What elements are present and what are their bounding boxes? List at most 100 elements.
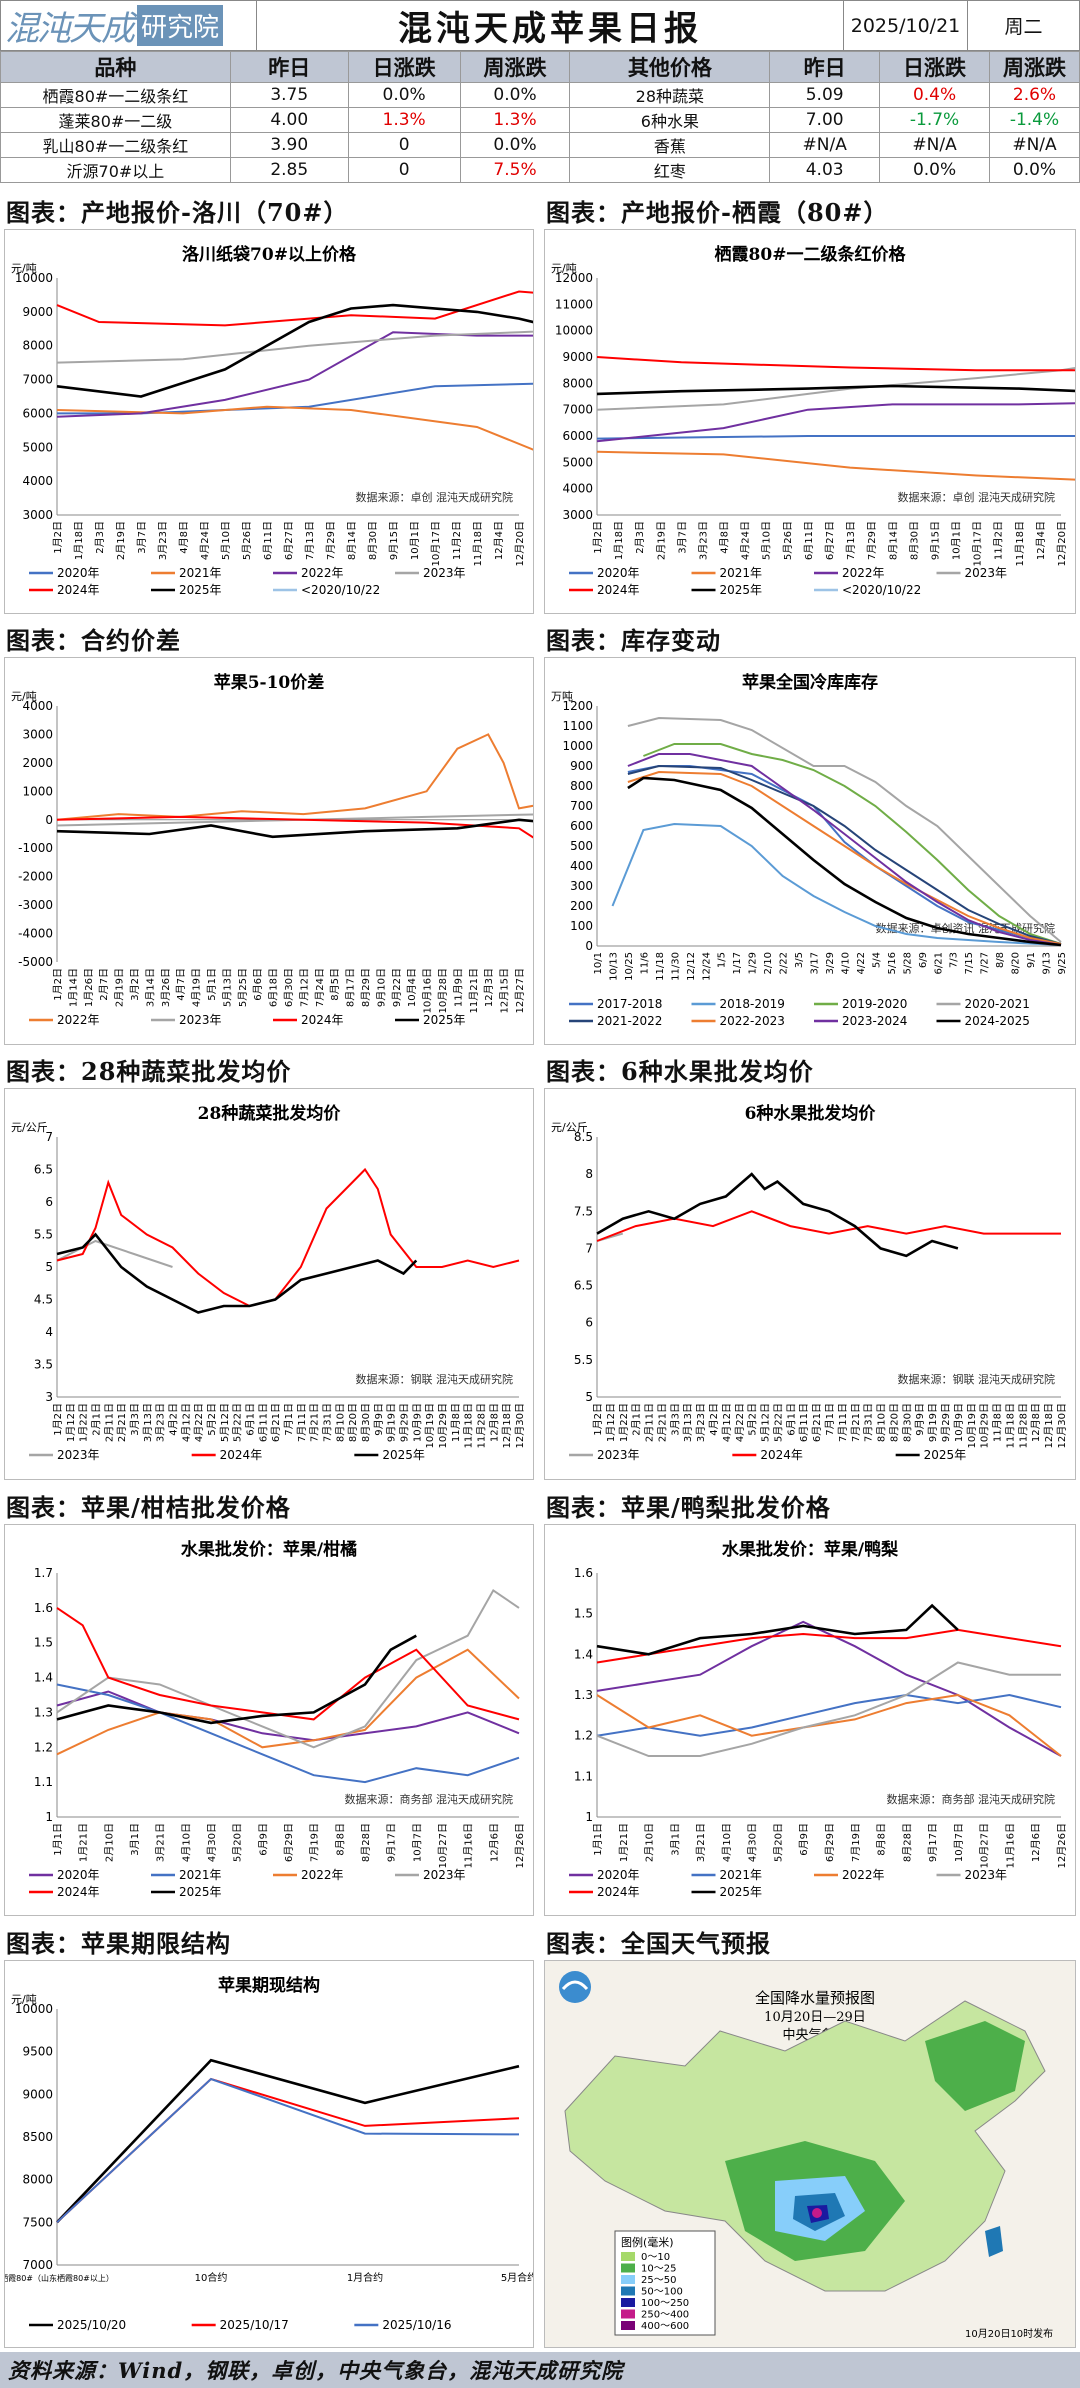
report-header: 混沌天成 研究院 混沌天成苹果日报 2025/10/21 周二 [0,0,1080,51]
x-tick-label: 12月4日 [493,521,505,560]
legend-label: 2024年 [760,1448,803,1462]
legend-label: 2022年 [301,1868,344,1882]
x-tick-label: 4月10日 [180,1823,192,1862]
y-tick-label: 1.7 [34,1566,53,1580]
section-title-spread: 图表：合约价差 [6,625,181,655]
chart-apple-pear-ratio: 水果批发价：苹果/鸭梨 1 1.1 1.2 1.3 1.4 1.5 1.6 1月1日 1月21日 2… [544,1524,1076,1916]
x-tick-label: 9/1 [1026,952,1037,968]
series-line-2024年 [56,1167,520,1308]
x-tick-label: 4月24日 [199,521,211,560]
x-tick-label: 6/21 [933,952,944,974]
y-tick-label: 8500 [22,2130,53,2144]
x-tick-label: 11月28日 [1017,1403,1029,1448]
x-tick-label: 7月31日 [322,1403,334,1442]
price-row: 乳山80#一二级条红 3.90 0 0.0% 香蕉 #N/A #N/A #N/A [0,132,1080,158]
price-table-header: 品种 昨日 日涨跌 周涨跌 其他价格 昨日 日涨跌 周涨跌 [0,51,1080,83]
y-tick-label: 3000 [562,508,593,522]
x-tick-label: 7/3 [949,952,960,968]
x-tick-label: 2月7日 [98,968,110,1001]
legend-label: 2025/10/17 [220,2318,289,2332]
legend-label: 2020年 [597,1868,640,1882]
price-cell: 0.4% [879,82,990,108]
x-tick-label: 10月19日 [424,1403,436,1448]
legend-label: 2023年 [179,1013,222,1027]
x-tick-label: 8月29日 [360,968,372,1007]
price-cell: 2.85 [229,157,349,183]
y-tick-label: 7.5 [574,1204,593,1218]
x-tick-label: 11月16日 [463,1823,475,1868]
x-tick-label: 4月12日 [721,1403,733,1442]
legend-label: 2025年 [179,1885,222,1899]
x-tick-label: 7/27 [980,952,991,974]
y-tick-label: 1 [45,1810,53,1824]
x-tick-label: 9月22日 [391,968,403,1007]
chart-source: 数据来源：商务部 混沌天成研究院 [887,1792,1056,1806]
chart-fruit-price: 6种水果批发均价 元/公斤 5 5.5 6 6.5 7 7.5 8 8.5 1月2日 1月12日 1月2… [544,1088,1076,1480]
chart-source: 数据来源：卓创 混沌天成研究院 [356,490,514,504]
x-tick-label: 3月1日 [669,1823,681,1856]
legend-label: 2022年 [301,566,344,580]
x-tick-label: 12月15日 [499,968,511,1013]
x-tick-label: 3/29 [825,952,836,974]
x-tick-label: 12月27日 [514,968,526,1013]
x-tick-label: 12月18日 [1043,1403,1055,1448]
y-tick-label: 5.5 [34,1228,53,1242]
series-line-2025年 [596,384,1075,396]
x-tick-label: 4月19日 [191,968,203,1007]
legend-label: <2020/10/22 [301,583,380,597]
x-tick-label: 6月18日 [268,968,280,1007]
x-tick-label: 6月1日 [245,1403,257,1436]
y-tick-label: 9500 [22,2045,53,2059]
x-tick-label: 2月10日 [103,1823,115,1862]
rain-zone-extreme [812,2208,822,2218]
x-tick-label: 4月7日 [175,968,187,1001]
x-tick-label: 2月1日 [631,1403,643,1436]
y-tick-label: 5 [585,1390,593,1404]
y-tick-label: 5000 [22,440,53,454]
price-cell: 7.00 [769,107,881,133]
chart-source: 数据来源：钢联 混沌天成研究院 [356,1372,514,1386]
x-tick-label: 5月13日 [221,968,233,1007]
x-tick-label: 1月2日 [52,1403,64,1436]
x-tick-label: 1月2日 [592,521,604,554]
legend-label: <2020/10/22 [842,583,921,597]
x-tick-label: 4/10 [840,952,851,974]
x-tick-label: 12月18日 [501,1403,513,1448]
y-axis-label: 元/吨 [11,1993,37,2006]
x-tick-label: 11月9日 [452,968,464,1007]
x-tick-label: 7月24日 [314,968,326,1007]
price-cell: 0.0% [879,157,990,183]
x-tick-label: 5/16 [887,952,898,974]
y-tick-label: 6 [585,1316,593,1330]
series-line-2024年 [56,290,533,327]
x-tick-label: 6月29日 [824,1823,836,1862]
y-tick-label: 4.5 [34,1293,53,1307]
y-tick-label: 2000 [22,756,53,770]
price-row: 蓬莱80#一二级 4.00 1.3% 1.3% 6种水果 7.00 -1.7% -1.4% [0,107,1080,133]
x-tick-label: 7月11日 [296,1403,308,1442]
chart-title: 洛川纸袋70#以上价格 [182,244,357,265]
x-tick-label: 10月4日 [406,968,418,1007]
price-table: 品种 昨日 日涨跌 周涨跌 其他价格 昨日 日涨跌 周涨跌 栖霞80#一二级条红 3.75 0.0%… [0,51,1080,183]
series-line-2019-2020 [643,743,1062,945]
series-line-2022年 [56,1648,520,1756]
y-tick-label: 6000 [22,406,53,420]
x-tick-label: 9月15日 [388,521,400,560]
y-tick-label: 3.5 [34,1358,53,1372]
series-line-2025年 [56,818,533,839]
price-cell: 7.5% [459,157,571,183]
legend-swatch [621,2252,635,2261]
series-line-2025年 [596,1172,959,1258]
x-tick-label: 4/22 [856,952,867,974]
x-tick-label: 1/29 [748,952,759,974]
y-tick-label: 700 [570,799,593,813]
x-tick-label: 5月2日 [747,1403,759,1436]
price-cell: 香蕉 [569,132,771,158]
x-tick-label: 3月7日 [136,521,148,554]
x-tick-label: 3月3日 [129,1403,141,1436]
price-cell: 0.0% [459,82,571,108]
x-tick-label: 3月23日 [695,1403,707,1442]
y-tick-label: 6000 [562,429,593,443]
x-tick-label: 5月22日 [232,1403,244,1442]
x-tick-label: 4月12日 [180,1403,192,1442]
